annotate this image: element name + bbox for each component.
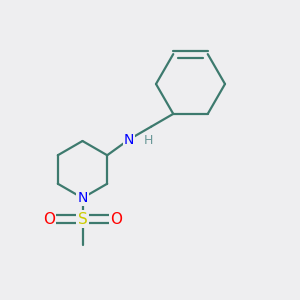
Text: N: N <box>124 133 134 146</box>
Text: O: O <box>43 212 55 226</box>
Text: S: S <box>78 212 87 226</box>
Text: H: H <box>144 134 153 148</box>
Text: O: O <box>110 212 122 226</box>
Text: N: N <box>77 191 88 205</box>
